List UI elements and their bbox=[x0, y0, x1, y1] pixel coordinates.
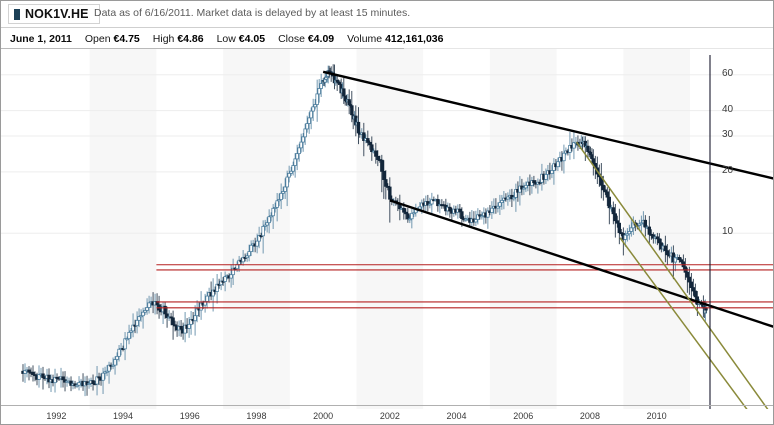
quote-open-value: €4.75 bbox=[113, 32, 140, 45]
quote-summary-row: June 1, 2011 Open €4.75 High €4.86 Low €… bbox=[1, 29, 773, 48]
price-chart-svg bbox=[1, 49, 773, 409]
market-data-delay-note: Data as of 6/16/2011. Market data is del… bbox=[94, 7, 411, 19]
quote-volume: Volume 412,161,036 bbox=[347, 33, 443, 45]
quote-date: June 1, 2011 bbox=[10, 32, 72, 45]
ticker-badge[interactable]: NOK1V.HE bbox=[8, 4, 100, 24]
x-axis-tick-2010: 2010 bbox=[646, 411, 667, 421]
x-axis-tick-2006: 2006 bbox=[513, 411, 534, 421]
x-axis-tick-1992: 1992 bbox=[46, 411, 67, 421]
quote-volume-label: Volume bbox=[347, 32, 383, 45]
y-axis-tick-10: 10 bbox=[722, 226, 734, 238]
y-axis-tick-30: 30 bbox=[722, 129, 734, 141]
quote-close: Close €4.09 bbox=[278, 33, 334, 45]
y-axis-tick-60: 60 bbox=[722, 67, 734, 79]
quote-open-label: Open bbox=[84, 32, 111, 45]
quote-high: High €4.86 bbox=[153, 33, 204, 45]
quote-low-label: Low bbox=[216, 32, 236, 45]
x-axis-tick-2000: 2000 bbox=[313, 411, 334, 421]
quote-row-divider-faint bbox=[404, 48, 773, 49]
quote-row-divider bbox=[1, 48, 404, 49]
ticker-color-swatch bbox=[14, 8, 20, 20]
quote-low: Low €4.05 bbox=[217, 33, 265, 45]
quote-open: Open €4.75 bbox=[85, 33, 140, 45]
y-axis-tick-20: 20 bbox=[722, 164, 734, 176]
price-chart-plot[interactable]: 60 40 30 20 10 bbox=[1, 49, 773, 409]
x-axis-tick-1996: 1996 bbox=[179, 411, 200, 421]
chart-header: NOK1V.HE Data as of 6/16/2011. Market da… bbox=[1, 1, 773, 28]
quote-high-label: High bbox=[152, 32, 175, 45]
x-axis-tick-1998: 1998 bbox=[246, 411, 267, 421]
x-axis-tick-2002: 2002 bbox=[379, 411, 400, 421]
quote-low-value: €4.05 bbox=[238, 32, 266, 45]
x-axis: 1992 1994 1996 1998 2000 2002 2004 2006 2008 2010 bbox=[1, 405, 773, 424]
quote-high-value: €4.86 bbox=[177, 32, 204, 45]
y-axis-tick-40: 40 bbox=[722, 103, 734, 115]
quote-close-label: Close bbox=[278, 32, 305, 45]
ticker-symbol-label: NOK1V.HE bbox=[25, 7, 89, 21]
x-axis-tick-2004: 2004 bbox=[446, 411, 467, 421]
quote-volume-value: 412,161,036 bbox=[385, 32, 444, 45]
x-axis-tick-1994: 1994 bbox=[113, 411, 134, 421]
x-axis-tick-2008: 2008 bbox=[579, 411, 600, 421]
quote-close-value: €4.09 bbox=[307, 32, 335, 45]
